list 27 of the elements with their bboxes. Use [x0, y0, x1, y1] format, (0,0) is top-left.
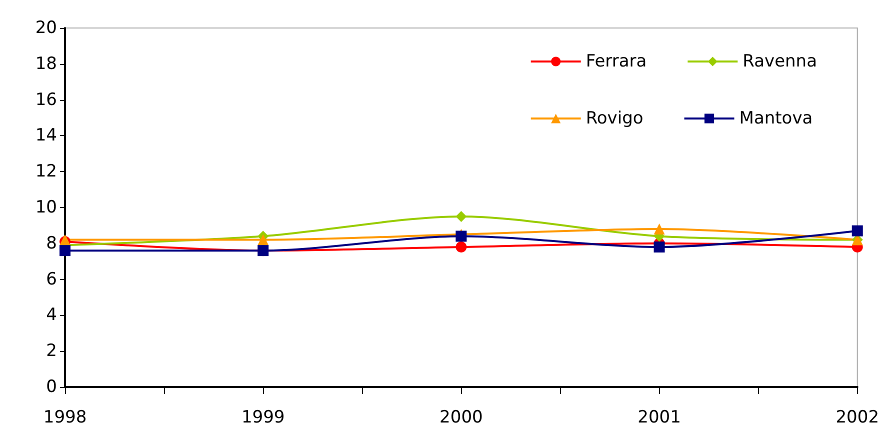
legend-label: Rovigo: [586, 108, 644, 128]
point: [258, 234, 269, 246]
y-tick-label: 6: [46, 269, 57, 290]
y-tick-label: 18: [35, 54, 57, 74]
y-tick-label: 2: [46, 341, 57, 362]
y-tick-label: 4: [46, 305, 57, 326]
point: [654, 241, 665, 252]
x-tick-label: 2002: [836, 408, 879, 428]
y-tick-label: 10: [35, 198, 57, 218]
y-tick-label: 8: [46, 233, 57, 254]
legend-label: Ferrara: [586, 52, 647, 72]
x-tick-label: 1998: [43, 408, 87, 428]
point: [456, 241, 467, 252]
x-tick-label: 1999: [241, 408, 285, 428]
point: [456, 210, 467, 222]
y-tick-label: 12: [35, 162, 57, 182]
legend-label: Mantova: [739, 108, 813, 128]
legend-label: Ravenna: [742, 52, 817, 72]
x-tick-label: 2000: [440, 408, 483, 428]
point: [654, 224, 665, 235]
y-tick-label: 0: [46, 377, 57, 397]
y-tick-label: 20: [35, 18, 57, 38]
x-tick-label: 2001: [638, 408, 681, 428]
y-tick-label: 16: [35, 90, 57, 110]
point: [60, 245, 70, 256]
point: [852, 225, 863, 236]
y-tick-label: 14: [35, 126, 57, 146]
